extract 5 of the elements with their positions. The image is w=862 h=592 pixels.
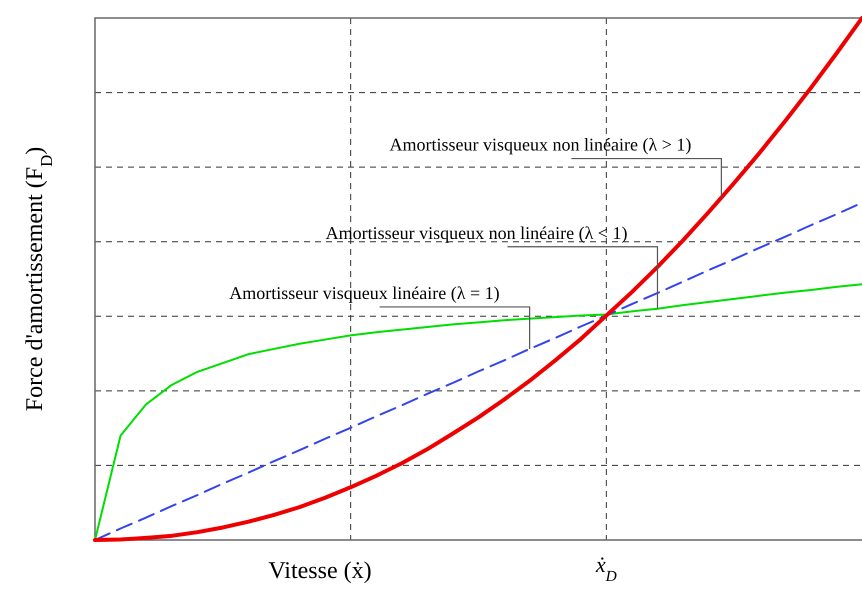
annotation: Amortisseur visqueux non linéaire (λ > 1) [390, 134, 692, 155]
annotation: Amortisseur visqueux linéaire (λ = 1) [229, 282, 500, 303]
annotation: Amortisseur visqueux non linéaire (λ < 1) [326, 222, 628, 243]
text: ẋ$_{D}$ [594, 552, 617, 584]
x-axis-title: Vitesse (ẋ) [268, 558, 372, 584]
